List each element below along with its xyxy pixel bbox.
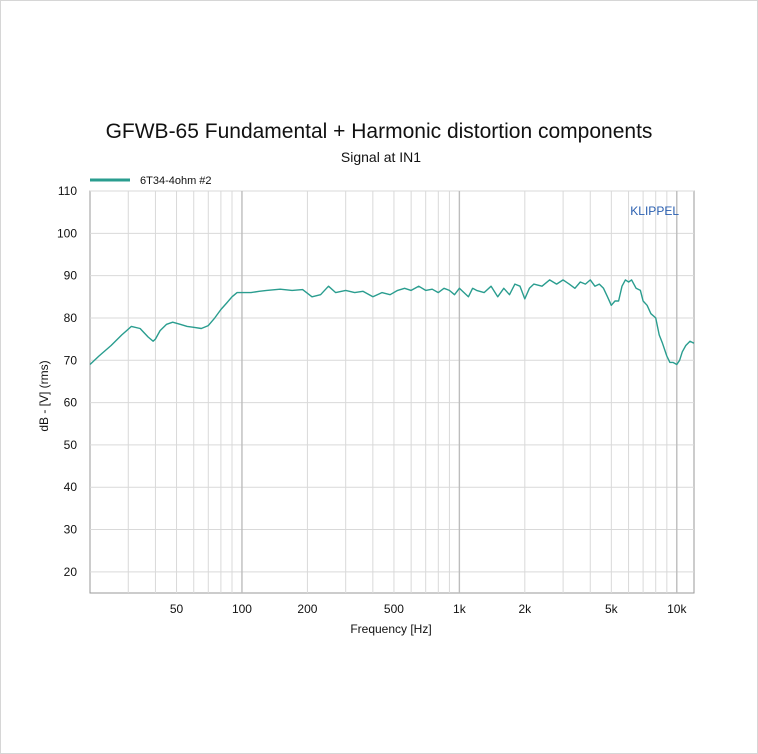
- plot-area: [89, 190, 695, 594]
- x-tick-label: 200: [297, 602, 317, 616]
- y-axis-label: dB - [V] (rms): [37, 360, 51, 431]
- y-tick-label: 60: [64, 396, 78, 410]
- y-tick-label: 80: [64, 311, 78, 325]
- chart-subtitle: Signal at IN1: [341, 149, 421, 165]
- x-axis-label: Frequency [Hz]: [350, 622, 431, 636]
- y-tick-label: 50: [64, 438, 78, 452]
- legend-label: 6T34-4ohm #2: [140, 175, 212, 187]
- x-tick-label: 2k: [518, 602, 532, 616]
- y-tick-label: 40: [64, 480, 78, 494]
- y-tick-label: 20: [64, 565, 78, 579]
- series-line: [89, 279, 695, 366]
- series-layer: [89, 279, 695, 366]
- x-tick-label: 500: [384, 602, 404, 616]
- x-tick-label: 1k: [453, 602, 467, 616]
- klippel-watermark: KLIPPEL: [630, 204, 679, 218]
- legend: 6T34-4ohm #2: [90, 175, 212, 187]
- x-tick-label: 5k: [605, 602, 619, 616]
- x-tick-label: 10k: [667, 602, 687, 616]
- y-tick-label: 100: [57, 226, 77, 240]
- y-tick-label: 90: [64, 269, 78, 283]
- x-tick-label: 100: [232, 602, 252, 616]
- chart-title: GFWB-65 Fundamental + Harmonic distortio…: [106, 120, 653, 143]
- y-tick-label: 110: [58, 184, 77, 198]
- x-tick-labels: 50 100 200 500 1k 2k 5k 10k: [170, 602, 688, 616]
- y-tick-labels: 20 30 40 50 60 70 80 90 100 110: [57, 184, 77, 579]
- y-tick-label: 70: [64, 353, 78, 367]
- x-tick-label: 50: [170, 602, 184, 616]
- grid: [90, 190, 694, 593]
- y-tick-label: 30: [64, 523, 78, 537]
